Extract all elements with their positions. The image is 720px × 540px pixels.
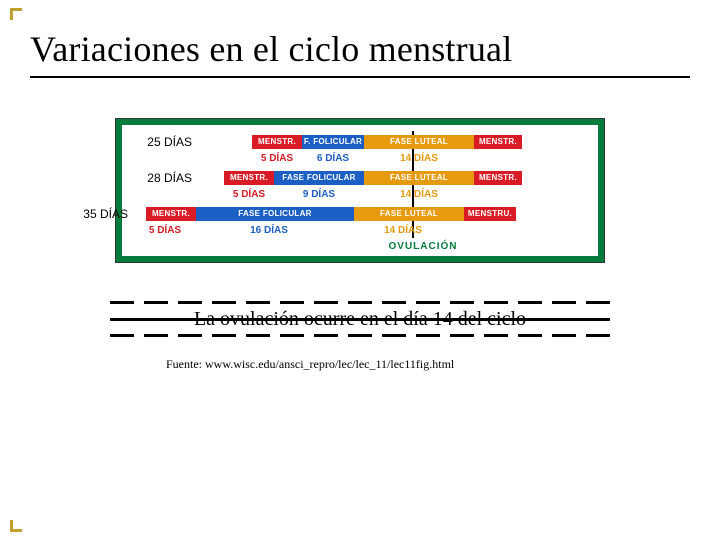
row-durations: 5 DÍAS9 DÍAS14 DÍAS xyxy=(128,187,592,203)
phase-duration: 5 DÍAS xyxy=(224,187,274,203)
phase-duration: 9 DÍAS xyxy=(274,187,364,203)
phase-duration: 14 DÍAS xyxy=(364,187,474,203)
diagram-inner: 25 DÍASMENSTR.F. FOLICULARFASE LUTEALMEN… xyxy=(122,125,598,256)
phase-duration: 6 DÍAS xyxy=(302,151,364,167)
phase-bar: FASE LUTEAL xyxy=(364,135,474,149)
ovulation-label: OVULACIÓN xyxy=(378,241,468,252)
phase-bar: MENSTR. xyxy=(224,171,274,185)
phase-duration: 16 DÍAS xyxy=(190,223,348,239)
diagram-container: 25 DÍASMENSTR.F. FOLICULARFASE LUTEALMEN… xyxy=(30,118,690,263)
row-bars: 25 DÍASMENSTR.F. FOLICULARFASE LUTEALMEN… xyxy=(128,133,592,151)
cycle-row: 25 DÍASMENSTR.F. FOLICULARFASE LUTEALMEN… xyxy=(128,133,592,167)
phase-bar: FASE LUTEAL xyxy=(354,207,464,221)
phase-duration: 5 DÍAS xyxy=(140,223,190,239)
row-durations: 5 DÍAS16 DÍAS14 DÍAS xyxy=(128,223,592,239)
phase-bar: MENSTRU. xyxy=(464,207,516,221)
row-bars: 28 DÍASMENSTR.FASE FOLICULARFASE LUTEALM… xyxy=(128,169,592,187)
cycle-length-label: 25 DÍAS xyxy=(128,135,198,149)
phase-bar: MENSTR. xyxy=(474,171,522,185)
corner-decoration-tl xyxy=(10,8,22,20)
phase-duration: 14 DÍAS xyxy=(364,151,474,167)
diagram-frame: 25 DÍASMENSTR.F. FOLICULARFASE LUTEALMEN… xyxy=(115,118,605,263)
cycle-length-label: 35 DÍAS xyxy=(58,207,128,221)
cycle-length-label: 28 DÍAS xyxy=(128,171,198,185)
phase-bar: MENSTR. xyxy=(146,207,196,221)
slide-title: Variaciones en el ciclo menstrual xyxy=(30,28,690,78)
cycle-row: 35 DÍASMENSTR.FASE FOLICULARFASE LUTEALM… xyxy=(128,205,592,239)
strike-line xyxy=(110,334,610,337)
strike-line xyxy=(110,318,610,321)
phase-bar: F. FOLICULAR xyxy=(302,135,364,149)
source-citation: Fuente: www.wisc.edu/ansci_repro/lec/lec… xyxy=(30,357,690,372)
phase-duration: 5 DÍAS xyxy=(252,151,302,167)
phase-bar: FASE FOLICULAR xyxy=(196,207,354,221)
statement-container: La ovulación ocurre en el día 14 del cic… xyxy=(30,299,690,339)
phase-duration: 14 DÍAS xyxy=(348,223,458,239)
corner-decoration-bl xyxy=(10,520,22,532)
phase-bar: FASE LUTEAL xyxy=(364,171,474,185)
phase-bar: MENSTR. xyxy=(474,135,522,149)
slide: Variaciones en el ciclo menstrual 25 DÍA… xyxy=(0,0,720,382)
statement-box: La ovulación ocurre en el día 14 del cic… xyxy=(130,299,590,339)
row-durations: 5 DÍAS6 DÍAS14 DÍAS xyxy=(128,151,592,167)
phase-bar: FASE FOLICULAR xyxy=(274,171,364,185)
phase-bar: MENSTR. xyxy=(252,135,302,149)
cycle-row: 28 DÍASMENSTR.FASE FOLICULARFASE LUTEALM… xyxy=(128,169,592,203)
strike-line xyxy=(110,301,610,304)
row-bars: 35 DÍASMENSTR.FASE FOLICULARFASE LUTEALM… xyxy=(128,205,592,223)
